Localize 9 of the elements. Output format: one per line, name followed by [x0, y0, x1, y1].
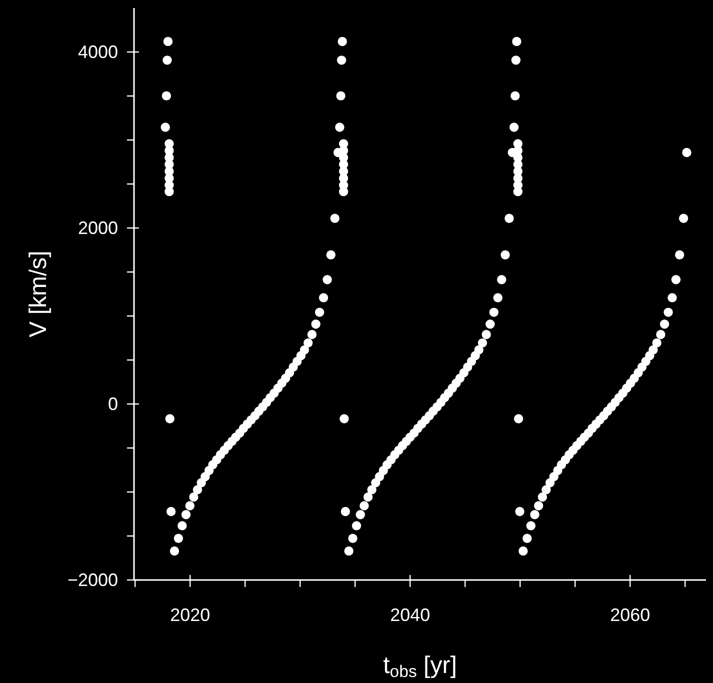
- y-tick-label: 2000: [78, 218, 118, 238]
- y-axis-title: V [km/s]: [24, 250, 52, 338]
- x-axis-title: t$_{obs}$ [yr]: [383, 652, 457, 682]
- x-tick-label: 2060: [610, 604, 650, 625]
- x-tick-label: 2040: [390, 604, 430, 625]
- y-tick-label: 4000: [78, 42, 118, 62]
- y-tick-label: −2000: [67, 570, 118, 590]
- x-tick-label: 2020: [170, 604, 210, 625]
- y-tick-label: 0: [108, 394, 118, 414]
